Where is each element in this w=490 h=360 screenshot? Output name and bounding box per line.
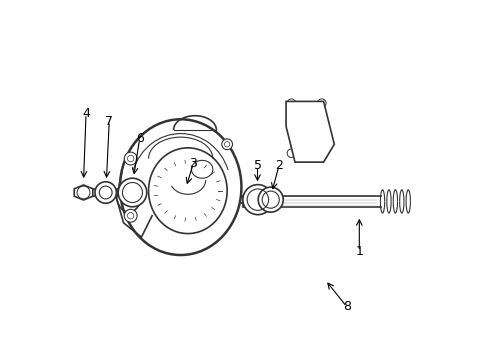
Polygon shape bbox=[74, 185, 93, 200]
Text: 5: 5 bbox=[253, 159, 262, 172]
Circle shape bbox=[124, 209, 137, 222]
Text: 3: 3 bbox=[189, 157, 197, 170]
Ellipse shape bbox=[120, 119, 242, 255]
Circle shape bbox=[124, 152, 137, 165]
Polygon shape bbox=[286, 102, 334, 162]
Text: 4: 4 bbox=[82, 107, 90, 120]
Text: 7: 7 bbox=[105, 114, 113, 127]
Circle shape bbox=[95, 182, 117, 203]
Text: 2: 2 bbox=[275, 159, 283, 172]
Text: 1: 1 bbox=[355, 245, 363, 258]
Circle shape bbox=[258, 187, 283, 212]
Text: 8: 8 bbox=[343, 300, 351, 313]
FancyBboxPatch shape bbox=[243, 196, 254, 207]
Text: 6: 6 bbox=[136, 132, 144, 145]
Circle shape bbox=[243, 185, 273, 215]
Circle shape bbox=[222, 139, 232, 150]
Circle shape bbox=[118, 178, 147, 207]
